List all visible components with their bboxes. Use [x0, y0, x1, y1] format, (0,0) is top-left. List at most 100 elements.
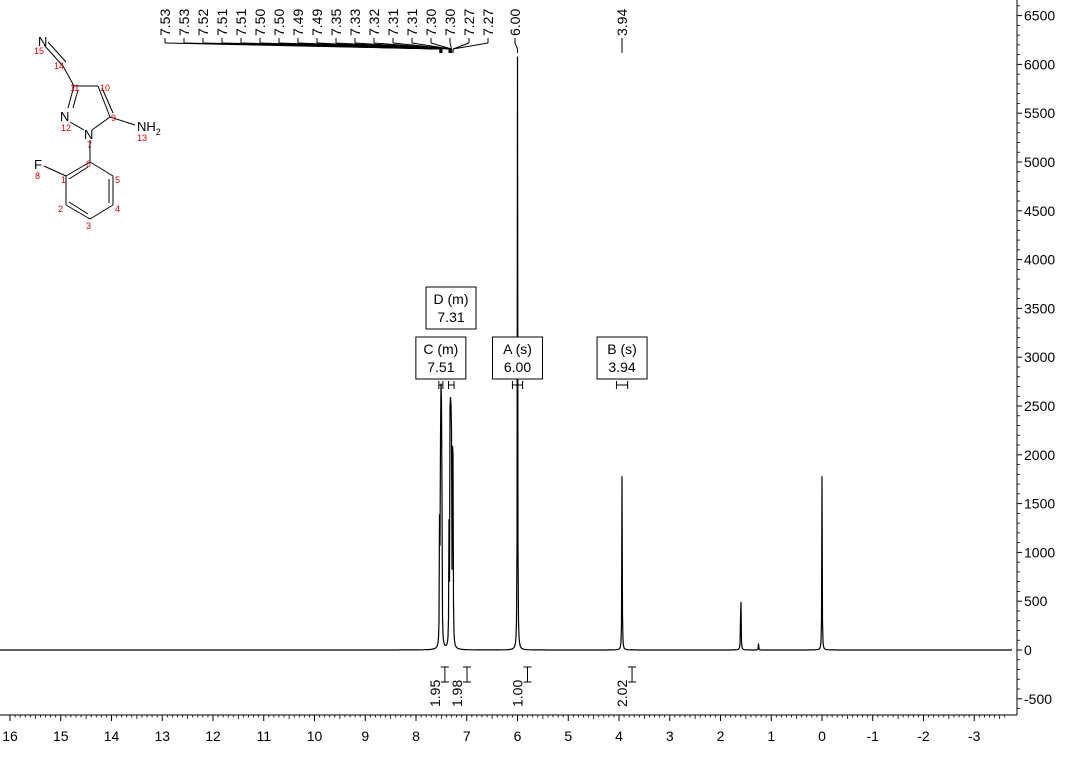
- atom-number-11: 11: [70, 83, 79, 93]
- peak-leader-diagonal: [452, 42, 489, 50]
- peak-leader-diagonal: [430, 42, 452, 50]
- peak-shift-label: 7.50: [252, 9, 268, 36]
- x-tick-label: -3: [968, 728, 981, 744]
- peak-shift-label: 7.49: [309, 9, 325, 36]
- atom-n15-symbol: N: [38, 34, 47, 49]
- peak-shift-label: 7.51: [233, 9, 249, 36]
- atom-number-12: 12: [61, 123, 71, 133]
- atom-number-4: 4: [115, 204, 120, 214]
- atom-n12-symbol: N: [60, 109, 69, 124]
- atom-number-2: 2: [58, 204, 63, 214]
- x-tick-label: 1: [767, 728, 775, 744]
- x-tick-label: 0: [818, 728, 826, 744]
- x-tick-label: 9: [361, 728, 369, 744]
- peak-shift-label: 7.33: [347, 9, 363, 36]
- atom-number-1: 1: [61, 175, 66, 185]
- axes: 16 15 14 13 12 11 10 9 8 7 6 5 4 3 2 1 0 -1 -2 -36500600055…: [0, 0, 1055, 744]
- integral-value: 2.02: [614, 680, 630, 707]
- x-tick-label: 2: [717, 728, 725, 744]
- atom-number-6: 6: [86, 159, 91, 169]
- peak-shift-label: 7.52: [195, 9, 211, 36]
- x-tick-label: 3: [666, 728, 674, 744]
- peak-shift-label: 7.51: [214, 9, 230, 36]
- y-tick-label: 4500: [1024, 203, 1055, 219]
- multiplet-shift: 7.51: [427, 359, 454, 375]
- multiplet-label: D (m): [434, 291, 469, 307]
- x-tick-label: 12: [205, 728, 221, 744]
- peak-leader-diagonal: [411, 42, 452, 50]
- peak-leader-diagonal: [449, 42, 453, 50]
- x-tick-label: 6: [514, 728, 522, 744]
- y-tick-label: 3500: [1024, 300, 1055, 316]
- multiplet-shift: 7.31: [437, 309, 464, 325]
- atom-number-8: 8: [35, 171, 40, 181]
- x-tick-label: -1: [867, 728, 880, 744]
- x-tick-label: 14: [104, 728, 120, 744]
- peak-shift-label: 7.30: [423, 9, 439, 36]
- peak-shift-label: 7.27: [461, 9, 477, 36]
- y-tick-label: 6500: [1024, 8, 1055, 24]
- x-tick-label: 15: [53, 728, 69, 744]
- spectrum-trace: [0, 56, 1012, 651]
- x-tick-label: 16: [2, 728, 18, 744]
- multiplet-box: [596, 336, 648, 380]
- integral-annotations: 1.95 1.98 1.00 2.02: [427, 666, 637, 707]
- multiplet-box: [492, 336, 543, 380]
- y-tick-label: -500: [1024, 691, 1052, 707]
- multiplet-label: A (s): [503, 341, 532, 357]
- atom-n7-symbol: N: [84, 127, 93, 142]
- atom-number-3: 3: [86, 221, 91, 231]
- integral-value: 1.95: [427, 680, 443, 707]
- atom-number-5: 5: [115, 175, 120, 185]
- atom-number-15: 15: [34, 46, 44, 56]
- y-tick-label: 0: [1024, 642, 1032, 658]
- y-tick-label: 1500: [1024, 496, 1055, 512]
- multiplet-shift: 6.00: [504, 359, 531, 375]
- peak-shift-label: 7.53: [176, 9, 192, 36]
- x-tick-label: 5: [564, 728, 572, 744]
- multiplet-annotations: D (m) 7.31 C (m) 7.51 A (s) 6.00 B (s) 3.94: [415, 286, 648, 389]
- atom-nh2-symbol: NH2: [137, 119, 161, 137]
- x-tick-label: 8: [412, 728, 420, 744]
- multiplet-box: [425, 286, 477, 330]
- atom-f8-symbol: F: [34, 157, 42, 172]
- y-tick-label: 3000: [1024, 349, 1055, 365]
- x-tick-label: 10: [307, 728, 323, 744]
- y-tick-label: 4000: [1024, 252, 1055, 268]
- integral-value: 1.98: [449, 680, 465, 707]
- peak-leader-diagonal: [514, 42, 518, 50]
- multiplet-label: C (m): [423, 341, 458, 357]
- peak-shift-label: 6.00: [507, 9, 523, 36]
- y-tick-label: 2000: [1024, 447, 1055, 463]
- peak-shift-label: 7.50: [271, 9, 287, 36]
- peak-shift-label: 7.27: [480, 9, 496, 36]
- multiplet-label: B (s): [607, 341, 637, 357]
- atom-number-14: 14: [54, 61, 64, 71]
- y-tick-label: 1000: [1024, 544, 1055, 560]
- molecule-structure: N N N F NH2 15 14 11 10 9 13 12 7 6 8 1 …: [34, 34, 161, 231]
- y-tick-label: 5500: [1024, 105, 1055, 121]
- y-tick-label: 500: [1024, 593, 1048, 609]
- atom-number-9: 9: [111, 113, 116, 123]
- atom-number-7: 7: [87, 140, 92, 150]
- peak-shift-label: 7.35: [328, 9, 344, 36]
- x-tick-label: 11: [256, 728, 271, 744]
- atom-number-13: 13: [137, 133, 147, 143]
- peak-shift-label: 7.49: [290, 9, 306, 36]
- y-tick-label: 6000: [1024, 56, 1055, 72]
- multiplet-box: [415, 336, 467, 380]
- atom-number-10: 10: [100, 83, 110, 93]
- peak-shift-label: 7.53: [157, 9, 173, 36]
- spectrum: [0, 56, 1012, 651]
- x-tick-label: -2: [917, 728, 930, 744]
- peak-shift-label: 7.32: [366, 9, 382, 36]
- peak-shift-label: 3.94: [614, 9, 630, 36]
- peak-shift-label: 7.31: [385, 9, 401, 36]
- multiplet-shift: 3.94: [608, 359, 635, 375]
- y-tick-label: 2500: [1024, 398, 1055, 414]
- y-tick-label: 5000: [1024, 154, 1055, 170]
- x-tick-label: 7: [463, 728, 471, 744]
- x-tick-label: 13: [154, 728, 170, 744]
- integral-value: 1.00: [510, 680, 526, 707]
